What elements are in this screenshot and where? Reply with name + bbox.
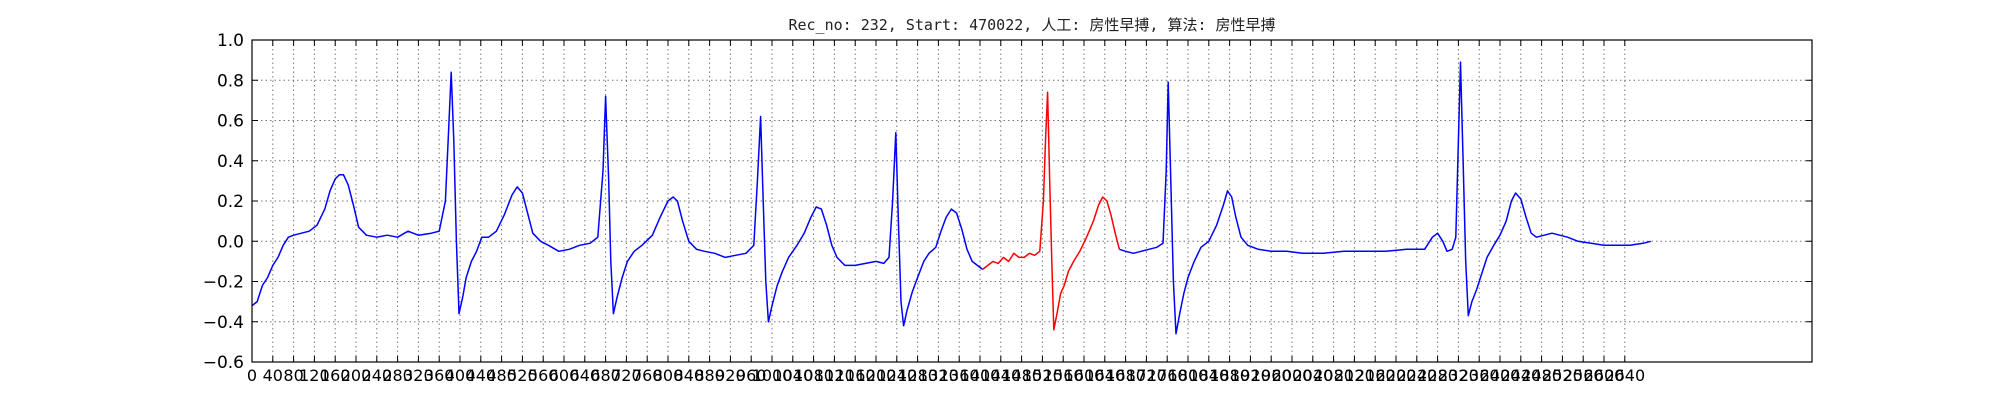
- x-tick-label: 2280: [1417, 366, 1458, 385]
- y-tick-label: −0.2: [203, 273, 244, 293]
- x-tick-label: 1840: [1188, 366, 1229, 385]
- x-tick-label: 2400: [1480, 366, 1521, 385]
- x-tick-label: 2120: [1334, 366, 1375, 385]
- x-tick-label: 1440: [980, 366, 1021, 385]
- x-tick-label: 440: [466, 366, 497, 385]
- x-tick-label: 1360: [939, 366, 980, 385]
- x-tick-label: 1000: [752, 366, 793, 385]
- x-tick-label: 2000: [1272, 366, 1313, 385]
- x-tick-label: 2200: [1376, 366, 1417, 385]
- x-tick-label: 1160: [835, 366, 876, 385]
- x-tick-label: 2320: [1438, 366, 1479, 385]
- x-tick-label: 2560: [1563, 366, 1604, 385]
- x-tick-label: 2160: [1355, 366, 1396, 385]
- x-tick-label: 1880: [1209, 366, 1250, 385]
- x-tick-label: 1680: [1105, 366, 1146, 385]
- x-tick-label: 120: [299, 366, 330, 385]
- x-tick-label: 2240: [1396, 366, 1437, 385]
- x-tick-label: 1280: [897, 366, 938, 385]
- x-tick-label: 160: [320, 366, 351, 385]
- x-tick-label: 1960: [1251, 366, 1292, 385]
- x-axis-ticks: 0 40 8012016020024028032036040044048052056…: [247, 40, 1645, 385]
- x-tick-label: 480: [486, 366, 517, 385]
- x-tick-label: 360: [424, 366, 455, 385]
- y-tick-label: 0.8: [217, 71, 244, 91]
- x-tick-label: 200: [341, 366, 372, 385]
- x-tick-label: 1800: [1168, 366, 1209, 385]
- x-tick-label: 2640: [1604, 366, 1645, 385]
- x-tick-label: 640: [570, 366, 601, 385]
- x-tick-label: 280: [382, 366, 413, 385]
- series-line-3: [1119, 61, 1651, 335]
- x-tick-label: 1720: [1126, 366, 1167, 385]
- x-tick-label: 720: [611, 366, 642, 385]
- y-tick-label: 0.4: [217, 152, 244, 172]
- x-tick-label: 840: [674, 366, 705, 385]
- x-tick-label: 40: [263, 366, 283, 385]
- x-tick-label: 960: [736, 366, 767, 385]
- x-tick-label: 2440: [1500, 366, 1541, 385]
- grid-lines: [251, 39, 1812, 363]
- x-tick-label: 1520: [1022, 366, 1063, 385]
- series-line-2: [982, 91, 1121, 331]
- x-tick-label: 2040: [1292, 366, 1333, 385]
- y-tick-label: −0.6: [203, 353, 244, 373]
- x-tick-label: 0: [247, 366, 257, 385]
- x-tick-label: 1120: [814, 366, 855, 385]
- series-layer: [251, 61, 1651, 335]
- x-tick-label: 80: [283, 366, 303, 385]
- x-tick-label: 1240: [876, 366, 917, 385]
- x-tick-label: 400: [445, 366, 476, 385]
- y-tick-label: −0.4: [203, 313, 244, 333]
- x-tick-label: 320: [403, 366, 434, 385]
- chart-title: Rec_no: 232, Start: 470022, 人工: 房性早搏, 算法…: [788, 16, 1275, 34]
- x-tick-label: 600: [549, 366, 580, 385]
- x-tick-label: 2480: [1521, 366, 1562, 385]
- series-line-1: [251, 71, 984, 327]
- x-tick-label: 240: [362, 366, 393, 385]
- x-tick-label: 2360: [1459, 366, 1500, 385]
- x-tick-label: 760: [632, 366, 663, 385]
- y-tick-label: 0.2: [217, 192, 244, 212]
- x-tick-label: 1480: [1001, 366, 1042, 385]
- x-tick-label: 520: [507, 366, 538, 385]
- x-tick-label: 1600: [1064, 366, 1105, 385]
- y-tick-label: 0.0: [217, 232, 244, 252]
- y-axis-ticks: −0.6 −0.4 −0.2 0.0 0.2 0.4 0.6 0.8 1.0: [203, 31, 1812, 373]
- x-tick-label: 920: [715, 366, 746, 385]
- x-tick-label: 1080: [793, 366, 834, 385]
- x-tick-label: 1920: [1230, 366, 1271, 385]
- x-tick-label: 1400: [960, 366, 1001, 385]
- x-tick-label: 1320: [918, 366, 959, 385]
- x-tick-label: 2600: [1584, 366, 1625, 385]
- x-tick-label: 1640: [1084, 366, 1125, 385]
- x-tick-label: 560: [528, 366, 559, 385]
- x-tick-label: 1760: [1147, 366, 1188, 385]
- y-tick-label: 1.0: [217, 31, 244, 51]
- x-tick-label: 2520: [1542, 366, 1583, 385]
- x-tick-label: 680: [590, 366, 621, 385]
- x-tick-label: 2080: [1313, 366, 1354, 385]
- x-tick-label: 1040: [772, 366, 813, 385]
- x-tick-label: 800: [653, 366, 684, 385]
- x-tick-label: 1560: [1043, 366, 1084, 385]
- x-tick-label: 1200: [856, 366, 897, 385]
- y-tick-label: 0.6: [217, 112, 244, 132]
- x-tick-label: 880: [694, 366, 725, 385]
